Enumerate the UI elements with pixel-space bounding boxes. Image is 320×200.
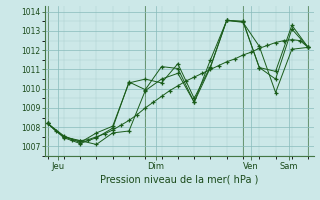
X-axis label: Pression niveau de la mer( hPa ): Pression niveau de la mer( hPa ) [100,175,258,185]
